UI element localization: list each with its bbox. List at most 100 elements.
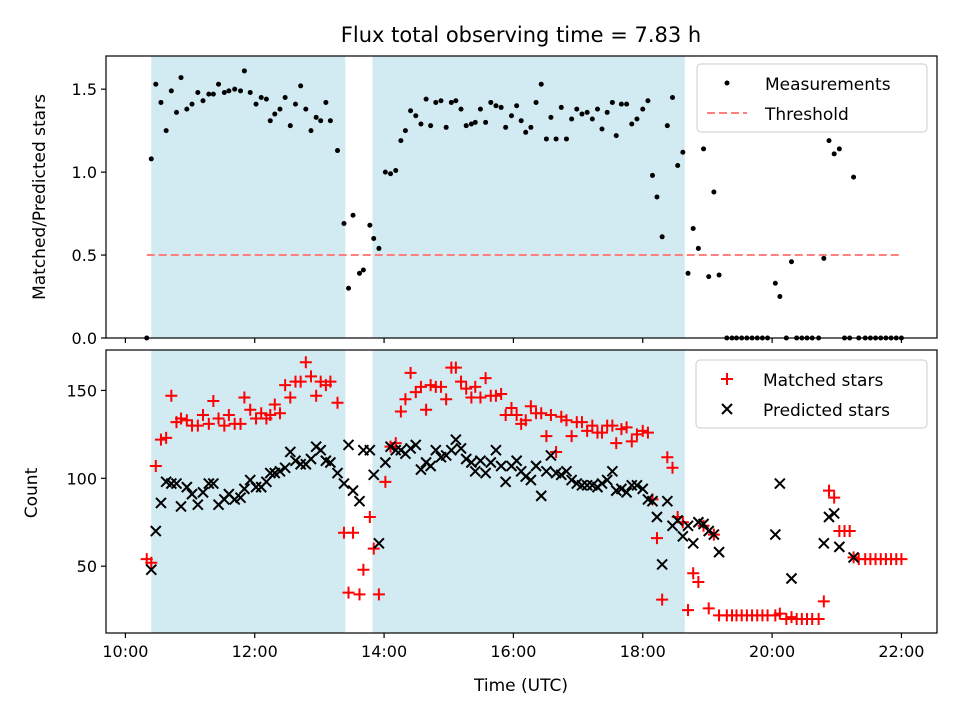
data-point: [181, 481, 193, 493]
data-point: [548, 114, 554, 120]
data-point: [818, 537, 830, 550]
data-point: [279, 462, 291, 474]
data-point: [518, 118, 524, 124]
data-point: [260, 476, 273, 488]
data-point: [409, 386, 422, 399]
data-point: [207, 477, 220, 490]
legend-frame: [695, 359, 928, 429]
x-tick-label: 22:00: [878, 642, 924, 661]
series-measurements: [144, 68, 904, 341]
data-point: [218, 419, 231, 432]
data-point: [216, 81, 222, 87]
data-point: [472, 119, 478, 125]
data-point: [629, 121, 635, 127]
data-point: [544, 409, 557, 422]
data-point: [424, 460, 437, 472]
data-point: [324, 456, 337, 469]
data-point: [238, 391, 251, 404]
data-point: [711, 189, 717, 195]
x-tick-label: 12:00: [232, 642, 278, 661]
data-point: [250, 412, 263, 425]
data-point: [701, 146, 707, 152]
legend-label-predicted: Predicted stars: [763, 401, 890, 421]
data-point: [364, 444, 376, 456]
data-point: [626, 479, 638, 492]
data-point: [388, 171, 394, 177]
data-point: [490, 444, 502, 456]
data-point: [393, 167, 399, 173]
data-point: [680, 149, 686, 155]
data-point: [656, 593, 669, 606]
data-point: [357, 270, 363, 276]
data-point: [519, 470, 532, 483]
data-point: [212, 412, 225, 425]
data-point: [410, 439, 422, 451]
data-point: [305, 453, 317, 465]
data-point: [817, 595, 830, 608]
data-point: [346, 285, 352, 291]
data-point: [498, 104, 504, 110]
data-point: [192, 498, 204, 511]
data-point: [253, 101, 259, 107]
data-point: [708, 528, 720, 541]
data-point: [460, 453, 472, 465]
data-point: [299, 356, 312, 369]
x-tick-label: 18:00: [620, 642, 666, 661]
data-point: [341, 221, 347, 227]
data-point: [535, 407, 548, 420]
data-point: [327, 118, 333, 124]
data-point: [210, 91, 216, 97]
data-point: [468, 121, 474, 127]
data-point: [455, 375, 468, 388]
data-point: [565, 474, 578, 486]
data-point: [402, 128, 408, 134]
legend-label-measurements: Measurements: [765, 75, 891, 95]
data-point: [631, 479, 643, 492]
data-point: [428, 123, 434, 129]
data-point: [664, 123, 670, 129]
data-point: [596, 477, 608, 490]
observing-window-1: [151, 56, 346, 338]
data-point: [357, 563, 370, 576]
data-point: [153, 81, 159, 87]
data-point: [847, 551, 860, 564]
data-point: [342, 439, 355, 451]
data-point: [687, 567, 700, 580]
data-point: [495, 387, 508, 400]
data-point: [424, 379, 437, 392]
axes-frame: [105, 349, 938, 634]
y-tick-label: 1.5: [72, 80, 97, 99]
data-point: [785, 611, 798, 624]
observing-window-2: [372, 56, 685, 338]
data-point: [160, 431, 173, 444]
x-tick-label: 16:00: [490, 642, 536, 661]
data-point: [324, 375, 337, 388]
data-point: [191, 419, 204, 432]
data-point: [413, 113, 419, 119]
data-point: [826, 138, 832, 144]
data-point: [499, 476, 512, 488]
data-point: [610, 437, 623, 450]
data-point: [690, 226, 696, 232]
data-point: [450, 433, 462, 446]
data-point: [586, 419, 599, 432]
data-point: [625, 435, 638, 448]
data-point: [685, 270, 691, 276]
data-point: [258, 94, 264, 100]
data-point: [313, 114, 319, 120]
data-point: [368, 469, 380, 481]
axes-frame: [105, 55, 938, 339]
data-point: [555, 469, 567, 481]
data-point: [458, 106, 464, 112]
data-point: [453, 98, 459, 104]
data-point: [318, 118, 324, 124]
data-point: [287, 123, 293, 129]
data-point: [145, 556, 158, 569]
data-point: [495, 460, 507, 472]
data-point: [284, 391, 297, 404]
data-point: [314, 444, 327, 456]
data-point: [168, 88, 174, 94]
data-point: [581, 424, 594, 437]
data-point: [651, 511, 663, 523]
data-point: [675, 162, 681, 168]
